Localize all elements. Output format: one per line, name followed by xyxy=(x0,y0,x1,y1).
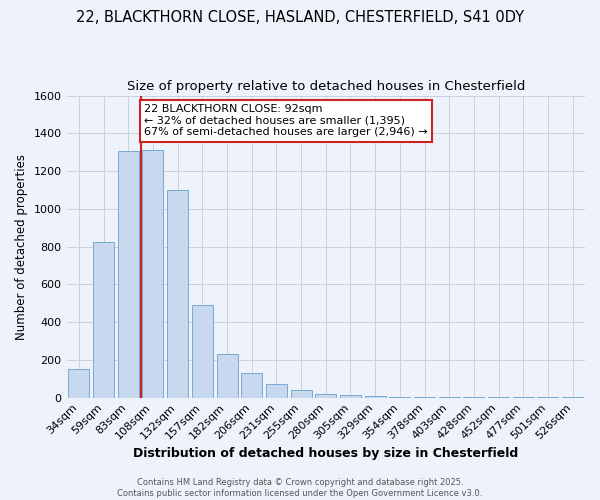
Text: 22, BLACKTHORN CLOSE, HASLAND, CHESTERFIELD, S41 0DY: 22, BLACKTHORN CLOSE, HASLAND, CHESTERFI… xyxy=(76,10,524,25)
Bar xyxy=(315,394,336,398)
Bar xyxy=(217,354,238,398)
Bar xyxy=(340,395,361,398)
Bar xyxy=(118,151,139,398)
Bar xyxy=(266,384,287,398)
Bar xyxy=(241,373,262,398)
Bar xyxy=(365,396,386,398)
Bar xyxy=(290,390,311,398)
Title: Size of property relative to detached houses in Chesterfield: Size of property relative to detached ho… xyxy=(127,80,525,93)
Bar xyxy=(192,305,213,398)
Text: Contains HM Land Registry data © Crown copyright and database right 2025.
Contai: Contains HM Land Registry data © Crown c… xyxy=(118,478,482,498)
Y-axis label: Number of detached properties: Number of detached properties xyxy=(15,154,28,340)
Text: 22 BLACKTHORN CLOSE: 92sqm
← 32% of detached houses are smaller (1,395)
67% of s: 22 BLACKTHORN CLOSE: 92sqm ← 32% of deta… xyxy=(145,104,428,138)
X-axis label: Distribution of detached houses by size in Chesterfield: Distribution of detached houses by size … xyxy=(133,447,518,460)
Bar xyxy=(167,190,188,398)
Bar xyxy=(93,242,114,398)
Bar xyxy=(142,150,163,398)
Bar xyxy=(68,370,89,398)
